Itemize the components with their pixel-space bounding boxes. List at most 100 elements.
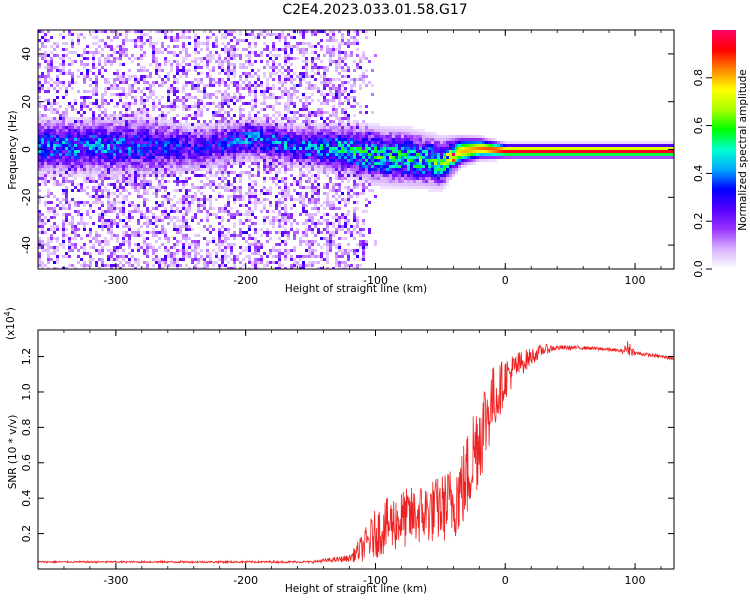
- heatmap-cell: [134, 135, 137, 138]
- heatmap-cell: [185, 150, 188, 153]
- heatmap-cell: [164, 135, 167, 138]
- heatmap-cell: [332, 201, 335, 204]
- heatmap-cell: [293, 72, 296, 75]
- heatmap-cell: [239, 213, 242, 216]
- heatmap-cell: [167, 99, 170, 102]
- heatmap-cell: [281, 219, 284, 222]
- heatmap-cell: [149, 135, 152, 138]
- heatmap-cell: [194, 51, 197, 54]
- heatmap-cell: [137, 78, 140, 81]
- heatmap-cell: [53, 231, 56, 234]
- heatmap-cell: [227, 60, 230, 63]
- heatmap-cell: [329, 180, 332, 183]
- heatmap-cell: [41, 168, 44, 171]
- heatmap-cell: [83, 132, 86, 135]
- heatmap-cell: [119, 117, 122, 120]
- heatmap-cell: [125, 36, 128, 39]
- heatmap-cell: [344, 162, 347, 165]
- heatmap-cell: [203, 126, 206, 129]
- heatmap-cell: [164, 237, 167, 240]
- heatmap-cell: [215, 171, 218, 174]
- heatmap-cell: [146, 231, 149, 234]
- heatmap-cell: [263, 171, 266, 174]
- heatmap-cell: [38, 243, 41, 246]
- heatmap-cell: [209, 261, 212, 264]
- heatmap-cell: [254, 51, 257, 54]
- heatmap-cell: [326, 147, 329, 150]
- heatmap-cell: [197, 135, 200, 138]
- heatmap-cell: [218, 168, 221, 171]
- heatmap-cell: [101, 144, 104, 147]
- heatmap-cell: [116, 51, 119, 54]
- heatmap-cell: [140, 123, 143, 126]
- heatmap-cell: [182, 234, 185, 237]
- heatmap-cell: [227, 114, 230, 117]
- heatmap-cell: [173, 93, 176, 96]
- heatmap-cell: [176, 231, 179, 234]
- heatmap-cell: [215, 198, 218, 201]
- heatmap-cell: [149, 84, 152, 87]
- heatmap-cell: [263, 156, 266, 159]
- heatmap-cell: [335, 264, 338, 267]
- heatmap-cell: [281, 33, 284, 36]
- heatmap-cell: [128, 117, 131, 120]
- heatmap-cell: [314, 213, 317, 216]
- heatmap-cell: [245, 210, 248, 213]
- heatmap-cell: [134, 141, 137, 144]
- heatmap-cell: [227, 219, 230, 222]
- heatmap-cell: [182, 237, 185, 240]
- heatmap-cell: [200, 72, 203, 75]
- heatmap-cell: [182, 249, 185, 252]
- heatmap-cell: [215, 114, 218, 117]
- heatmap-cell: [122, 93, 125, 96]
- heatmap-cell: [200, 42, 203, 45]
- heatmap-cell: [89, 84, 92, 87]
- heatmap-cell: [284, 90, 287, 93]
- heatmap-cell: [185, 171, 188, 174]
- heatmap-cell: [272, 144, 275, 147]
- heatmap-cell: [314, 201, 317, 204]
- heatmap-cell: [116, 153, 119, 156]
- heatmap-cell: [254, 207, 257, 210]
- heatmap-cell: [122, 114, 125, 117]
- heatmap-cell: [167, 90, 170, 93]
- heatmap-cell: [248, 132, 251, 135]
- heatmap-cell: [164, 165, 167, 168]
- heatmap-cell: [47, 129, 50, 132]
- heatmap-cell: [224, 30, 227, 33]
- heatmap-cell: [95, 237, 98, 240]
- heatmap-cell: [152, 141, 155, 144]
- heatmap-cell: [59, 153, 62, 156]
- heatmap-cell: [323, 153, 326, 156]
- heatmap-cell: [158, 75, 161, 78]
- heatmap-cell: [290, 228, 293, 231]
- heatmap-cell: [41, 72, 44, 75]
- heatmap-cell: [239, 222, 242, 225]
- heatmap-cell: [107, 114, 110, 117]
- heatmap-cell: [65, 54, 68, 57]
- heatmap-cell: [68, 132, 71, 135]
- heatmap-cell: [122, 120, 125, 123]
- heatmap-cell: [188, 132, 191, 135]
- heatmap-cell: [251, 141, 254, 144]
- heatmap-cell: [317, 90, 320, 93]
- heatmap-cell: [263, 36, 266, 39]
- heatmap-cell: [281, 165, 284, 168]
- heatmap-cell: [137, 144, 140, 147]
- heatmap-cell: [101, 126, 104, 129]
- heatmap-cell: [50, 246, 53, 249]
- heatmap-cell: [254, 183, 257, 186]
- heatmap-cell: [338, 264, 341, 267]
- heatmap-cell: [281, 30, 284, 33]
- heatmap-cell: [95, 84, 98, 87]
- heatmap-cell: [119, 111, 122, 114]
- heatmap-cell: [107, 141, 110, 144]
- heatmap-cell: [56, 258, 59, 261]
- heatmap-cell: [329, 204, 332, 207]
- heatmap-cell: [266, 165, 269, 168]
- heatmap-cell: [41, 105, 44, 108]
- heatmap-cell: [203, 174, 206, 177]
- heatmap-cell: [167, 147, 170, 150]
- heatmap-cell: [92, 201, 95, 204]
